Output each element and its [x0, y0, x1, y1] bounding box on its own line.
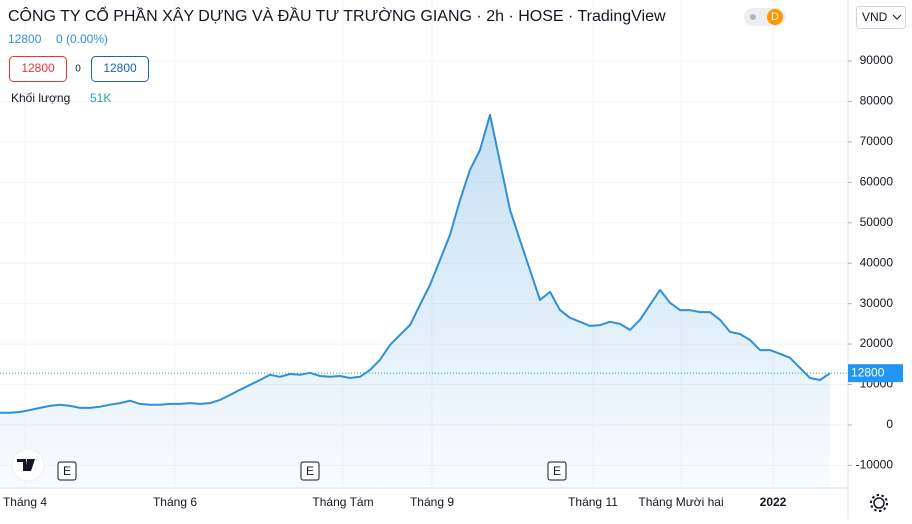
x-tick-label: Tháng 4: [3, 495, 47, 509]
ask-box: [91, 56, 149, 82]
x-tick-label: Tháng 9: [410, 495, 454, 509]
settings-icon[interactable]: [870, 494, 888, 512]
spread: 0: [75, 64, 81, 75]
y-tick-label: 60000: [860, 175, 894, 189]
last-price-box: [848, 364, 903, 383]
badge-dot: [750, 14, 756, 20]
badge-circle: [767, 9, 783, 25]
event-marker: [57, 461, 77, 481]
y-tick-label: 90000: [860, 53, 894, 67]
event-label: E: [63, 464, 71, 478]
x-tick-label: 2022: [760, 495, 787, 509]
y-tick-label: 50000: [860, 215, 894, 229]
y-tick-label: 70000: [860, 134, 894, 148]
y-tick-label: 30000: [860, 296, 894, 310]
currency-box[interactable]: [856, 6, 906, 29]
volume-value: 51K: [90, 91, 111, 105]
event-label: E: [553, 464, 561, 478]
event-label: E: [306, 464, 314, 478]
y-tick-label: 40000: [860, 255, 894, 269]
price-line: [0, 113, 831, 414]
quote-change: 0 (0.00%): [56, 32, 108, 46]
x-tick-label: Tháng 11: [568, 495, 618, 509]
quote-price: 12800: [8, 32, 42, 46]
x-tick-label: Tháng Mười hai: [638, 495, 723, 509]
x-tick-label: Tháng 6: [153, 495, 197, 509]
bid-box: [9, 56, 67, 82]
currency[interactable]: VND: [862, 10, 888, 24]
event-marker: [547, 461, 567, 481]
area: [0, 114, 830, 489]
y-tick-label: 0: [886, 417, 893, 431]
last-price-label: 12800: [851, 365, 885, 379]
volume-label: Khối lượng: [11, 91, 70, 105]
chart-title: CÔNG TY CỔ PHẦN XÂY DỰNG VÀ ĐẦU TƯ TRƯỜN…: [8, 6, 666, 25]
y-tick-label: -10000: [856, 458, 894, 472]
x-tick-label: Tháng Tám: [312, 495, 373, 509]
badge: D: [771, 11, 779, 23]
y-tick-label: 80000: [860, 94, 894, 108]
bid: 12800: [21, 61, 55, 75]
ask: 12800: [103, 61, 137, 75]
dropdown-arrow: [892, 14, 902, 20]
tv-logo: [11, 448, 45, 482]
event-marker: [300, 461, 320, 481]
y-tick-label: 20000: [860, 336, 894, 350]
